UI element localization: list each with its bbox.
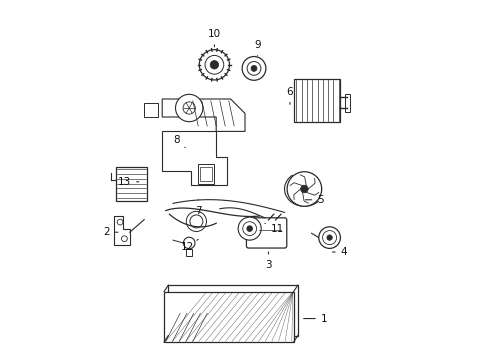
Bar <box>200 167 212 181</box>
Text: 11: 11 <box>265 223 284 234</box>
Polygon shape <box>114 216 130 245</box>
Bar <box>169 285 298 336</box>
Circle shape <box>183 237 195 249</box>
Text: 4: 4 <box>332 247 347 257</box>
Text: 8: 8 <box>173 135 185 148</box>
Text: 13: 13 <box>118 177 139 187</box>
Text: 2: 2 <box>103 227 118 237</box>
Bar <box>294 79 341 122</box>
Circle shape <box>199 50 229 80</box>
Polygon shape <box>162 131 227 185</box>
Circle shape <box>247 226 252 231</box>
FancyBboxPatch shape <box>246 218 287 248</box>
Polygon shape <box>162 99 245 131</box>
Text: 9: 9 <box>254 40 261 56</box>
Circle shape <box>210 60 219 69</box>
Circle shape <box>287 172 321 206</box>
Circle shape <box>327 235 332 240</box>
Text: 3: 3 <box>265 252 272 270</box>
Circle shape <box>251 66 257 71</box>
Bar <box>116 166 147 201</box>
Bar <box>186 249 192 256</box>
Bar <box>164 292 294 342</box>
Circle shape <box>300 185 308 193</box>
Text: 7: 7 <box>195 200 201 216</box>
Circle shape <box>319 227 341 248</box>
Text: 10: 10 <box>208 29 221 47</box>
Text: 12: 12 <box>181 239 198 252</box>
Text: 5: 5 <box>305 195 324 205</box>
Bar <box>144 103 158 117</box>
Circle shape <box>242 57 266 80</box>
Text: 6: 6 <box>287 87 294 104</box>
Bar <box>345 94 350 112</box>
Circle shape <box>175 94 203 122</box>
Bar <box>198 164 215 184</box>
Circle shape <box>238 217 261 240</box>
Text: 1: 1 <box>304 314 327 324</box>
